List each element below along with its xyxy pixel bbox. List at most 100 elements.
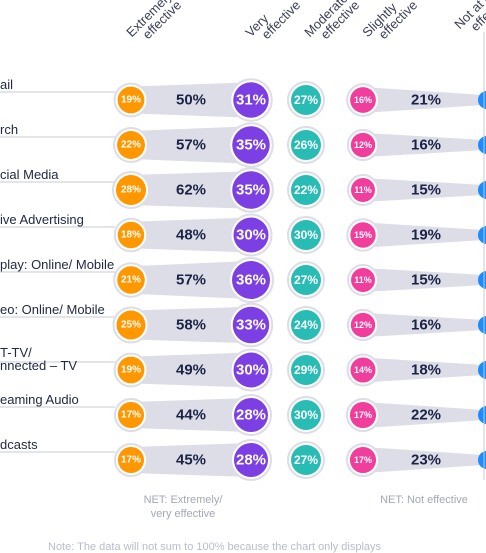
row-7-extremely-dot bbox=[117, 401, 145, 429]
row-2-slightly-value: 11% bbox=[354, 185, 372, 195]
row-2-moderately-dot bbox=[291, 175, 321, 205]
row-7-not-effective-dot bbox=[478, 406, 486, 424]
row-5-category-label: eo: Online/ Mobile bbox=[0, 303, 105, 316]
row-2-not-effective-dot bbox=[478, 181, 486, 199]
row-0-net-not-effective-value: 21% bbox=[411, 92, 441, 109]
row-0-not-effective-dot bbox=[478, 91, 486, 109]
row-6-very-dot bbox=[233, 352, 269, 388]
row-0-extremely-dot bbox=[117, 86, 145, 114]
row-6-moderately-dot bbox=[291, 355, 321, 385]
row-6-not-effective-band bbox=[363, 357, 484, 383]
row-1-category-label: rch bbox=[0, 123, 18, 136]
row-8-slightly-value: 17% bbox=[354, 455, 372, 465]
row-2-very-dot bbox=[232, 171, 270, 209]
row-7-moderately-value: 30% bbox=[294, 408, 318, 422]
row-7-moderately-dot bbox=[291, 400, 321, 430]
row-3-category-label: ive Advertising bbox=[0, 213, 84, 226]
row-7-very-value: 28% bbox=[236, 407, 266, 424]
row-5-moderately-value: 24% bbox=[294, 318, 318, 332]
row-5-not-effective-dot bbox=[478, 316, 486, 334]
row-5-slightly-dot bbox=[350, 312, 376, 338]
row-1-extremely-value: 22% bbox=[121, 140, 141, 151]
row-4-slightly-dot bbox=[351, 268, 375, 292]
row-6-net-effective-value: 49% bbox=[176, 362, 206, 379]
row-0-net-effective-band bbox=[117, 82, 269, 118]
row-2-very-value: 35% bbox=[236, 182, 266, 199]
row-8-net-effective-value: 45% bbox=[176, 452, 206, 469]
row-2-category-label: cial Media bbox=[0, 168, 59, 181]
row-6-extremely-dot bbox=[117, 356, 145, 384]
row-2-net-not-effective-value: 15% bbox=[411, 182, 441, 199]
row-2-not-effective-band bbox=[363, 178, 484, 202]
row-2-moderately-value: 22% bbox=[294, 183, 318, 197]
row-6-category-label-line-0: T-TV/ bbox=[0, 345, 32, 360]
row-0-net-effective-value: 50% bbox=[176, 92, 206, 109]
row-8-moderately-value: 27% bbox=[294, 453, 318, 467]
row-8-net-not-effective-value: 23% bbox=[411, 452, 441, 469]
row-3-slightly-dot bbox=[350, 222, 376, 248]
net-effective-line1: NET: Extremely/ bbox=[143, 494, 223, 506]
row-8-category-label: dcasts bbox=[0, 438, 38, 451]
row-8-extremely-dot bbox=[117, 446, 145, 474]
row-3-very-dot bbox=[233, 217, 269, 253]
row-6-very-value: 30% bbox=[236, 362, 266, 379]
row-8-moderately-dot bbox=[291, 445, 321, 475]
row-2-extremely-dot bbox=[115, 174, 147, 206]
row-6-not-effective-dot bbox=[478, 361, 486, 379]
row-4-extremely-dot bbox=[117, 266, 145, 294]
row-8-net-effective-band bbox=[117, 443, 268, 477]
row-1-moderately-dot bbox=[291, 130, 321, 160]
row-4-slightly-value: 11% bbox=[354, 275, 372, 285]
row-3-moderately-value: 30% bbox=[294, 228, 318, 242]
row-6-net-not-effective-value: 18% bbox=[411, 362, 441, 379]
row-7-slightly-value: 17% bbox=[354, 410, 372, 420]
net-effective-line2: very effective bbox=[150, 508, 216, 520]
row-8-slightly-dot bbox=[349, 446, 377, 474]
row-5-extremely-dot bbox=[116, 310, 146, 340]
row-7-very-dot bbox=[234, 398, 268, 432]
row-2-slightly-dot bbox=[351, 178, 375, 202]
row-8-not-effective-dot bbox=[478, 451, 486, 469]
row-0-moderately-dot bbox=[291, 85, 321, 115]
net-not-effective-label: NET: Not effective bbox=[380, 494, 468, 506]
row-8-extremely-value: 17% bbox=[121, 455, 141, 466]
row-1-extremely-dot bbox=[117, 131, 145, 159]
row-5-very-dot bbox=[232, 306, 270, 344]
row-6-extremely-value: 19% bbox=[121, 365, 141, 376]
row-8-category-label-line-0: dcasts bbox=[0, 437, 38, 452]
row-6-slightly-value: 14% bbox=[354, 365, 372, 375]
row-1-slightly-value: 12% bbox=[354, 140, 372, 150]
row-3-moderately-dot bbox=[291, 220, 321, 250]
row-8-very-dot bbox=[234, 443, 268, 477]
row-3-net-not-effective-value: 19% bbox=[411, 227, 441, 244]
row-8-very-value: 28% bbox=[236, 452, 266, 469]
row-1-net-not-effective-value: 16% bbox=[411, 137, 441, 154]
row-4-not-effective-dot bbox=[478, 271, 486, 289]
row-2-net-effective-value: 62% bbox=[176, 182, 206, 199]
row-5-extremely-value: 25% bbox=[121, 320, 141, 331]
row-4-very-dot bbox=[232, 261, 270, 299]
row-4-category-label-line-0: play: Online/ Mobile bbox=[0, 257, 115, 272]
row-1-slightly-dot bbox=[350, 132, 376, 158]
row-1-very-dot bbox=[232, 126, 270, 164]
row-3-extremely-value: 18% bbox=[121, 230, 141, 241]
row-1-moderately-value: 26% bbox=[294, 138, 318, 152]
row-7-net-effective-value: 44% bbox=[176, 407, 206, 424]
row-0-very-dot bbox=[233, 82, 269, 118]
row-4-moderately-dot bbox=[291, 265, 321, 295]
net-effective-label: NET: Extremely/ very effective bbox=[128, 493, 238, 521]
row-0-category-label-line-0: ail bbox=[0, 77, 14, 92]
row-5-category-label-line-0: eo: Online/ Mobile bbox=[0, 302, 105, 317]
row-7-net-not-effective-value: 22% bbox=[411, 407, 441, 424]
row-6-moderately-value: 29% bbox=[294, 363, 318, 377]
row-5-very-value: 33% bbox=[236, 317, 266, 334]
row-0-very-value: 31% bbox=[236, 92, 266, 109]
row-3-extremely-dot bbox=[117, 221, 145, 249]
row-6-net-effective-band bbox=[117, 352, 269, 388]
row-3-not-effective-dot bbox=[478, 226, 486, 244]
row-0-slightly-dot bbox=[350, 87, 376, 113]
row-4-very-value: 36% bbox=[236, 272, 266, 289]
row-2-category-label-line-0: cial Media bbox=[0, 167, 59, 182]
